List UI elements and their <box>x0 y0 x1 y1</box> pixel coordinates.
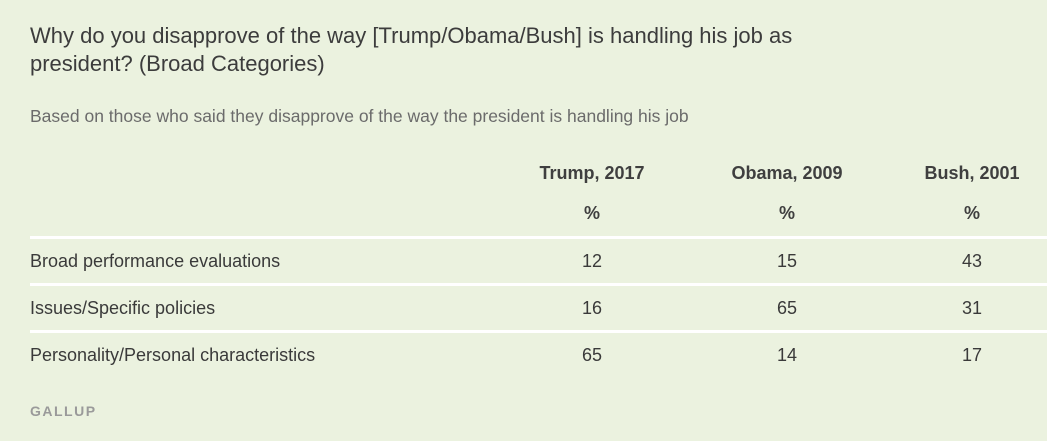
column-header-obama: Obama, 2009 <box>731 163 843 183</box>
table-cell: 31 <box>961 298 983 318</box>
unit-label: % <box>583 203 600 223</box>
row-label: Issues/Specific policies <box>30 298 216 318</box>
table-header-row: Trump, 2017 Obama, 2009 Bush, 2001 <box>0 155 1047 191</box>
row-divider <box>30 236 1047 239</box>
table-unit-row: % % % <box>0 191 1047 236</box>
table-row: Personality/Personal characteristics 65 … <box>0 333 1047 377</box>
table-cell: 43 <box>961 251 983 271</box>
table-cell: 17 <box>961 345 983 365</box>
table-cell: 16 <box>581 298 603 318</box>
row-divider <box>30 330 1047 333</box>
table-cell: 65 <box>776 298 798 318</box>
table-row: Broad performance evaluations 12 15 43 <box>0 239 1047 283</box>
table-cell: 15 <box>776 251 798 271</box>
row-divider <box>30 283 1047 286</box>
table-row: Issues/Specific policies 16 65 31 <box>0 286 1047 330</box>
row-label: Broad performance evaluations <box>30 251 281 271</box>
table-cell: 65 <box>581 345 603 365</box>
row-label: Personality/Personal characteristics <box>30 345 316 365</box>
table-cell: 12 <box>581 251 603 271</box>
table-cell: 14 <box>776 345 798 365</box>
chart-title: Why do you disapprove of the way [Trump/… <box>30 23 793 76</box>
column-header-bush: Bush, 2001 <box>924 163 1020 183</box>
column-header-trump: Trump, 2017 <box>539 163 645 183</box>
unit-label: % <box>963 203 980 223</box>
source-logo-text: GALLUP <box>30 403 97 419</box>
chart-subtitle: Based on those who said they disapprove … <box>30 106 689 126</box>
data-table: Trump, 2017 Obama, 2009 Bush, 2001 % % %… <box>0 155 1047 377</box>
unit-label: % <box>778 203 795 223</box>
